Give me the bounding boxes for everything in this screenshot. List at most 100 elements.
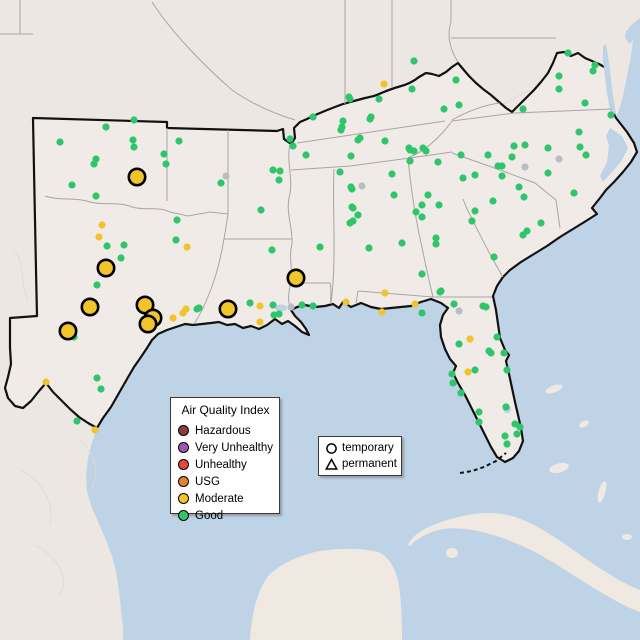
monitor-dot-good[interactable] xyxy=(448,370,456,378)
monitor-dot-good[interactable] xyxy=(406,157,414,165)
monitor-dot-good[interactable] xyxy=(432,234,440,242)
monitor-dot-moderate[interactable] xyxy=(378,308,386,316)
monitor-dot-good[interactable] xyxy=(471,207,479,215)
monitor-dot-good[interactable] xyxy=(422,147,430,155)
monitor-dot-good[interactable] xyxy=(475,418,483,426)
monitor-dot-good[interactable] xyxy=(500,349,508,357)
monitor-dot-good[interactable] xyxy=(257,206,265,214)
monitor-dot-good[interactable] xyxy=(459,174,467,182)
monitor-dot-good[interactable] xyxy=(501,432,509,440)
monitor-dot-good[interactable] xyxy=(356,134,364,142)
monitor-dot-good[interactable] xyxy=(345,93,353,101)
monitor-dot-moderate[interactable] xyxy=(98,221,106,229)
monitor-dot-good[interactable] xyxy=(418,201,426,209)
monitor-dot-good[interactable] xyxy=(487,349,495,357)
monitor-dot-good[interactable] xyxy=(339,117,347,125)
monitor-dot-good[interactable] xyxy=(390,191,398,199)
monitor-dot-good[interactable] xyxy=(365,244,373,252)
monitor-dot-good[interactable] xyxy=(450,300,458,308)
monitor-dot-moderate[interactable] xyxy=(91,426,99,434)
monitor-dot-good[interactable] xyxy=(519,231,527,239)
monitor-dot-good[interactable] xyxy=(544,169,552,177)
temporary-monitor-circle-moderate[interactable] xyxy=(80,297,100,317)
monitor-dot-good[interactable] xyxy=(498,172,506,180)
monitor-dot-good[interactable] xyxy=(468,217,476,225)
monitor-dot-good[interactable] xyxy=(455,340,463,348)
monitor-dot-good[interactable] xyxy=(457,389,465,397)
monitor-dot-moderate[interactable] xyxy=(42,378,50,386)
monitor-dot-good[interactable] xyxy=(440,105,448,113)
monitor-dot-good[interactable] xyxy=(381,137,389,145)
monitor-dot-good[interactable] xyxy=(269,301,277,309)
monitor-dot-good[interactable] xyxy=(544,144,552,152)
monitor-dot-good[interactable] xyxy=(172,236,180,244)
monitor-dot-good[interactable] xyxy=(316,243,324,251)
monitor-dot-good[interactable] xyxy=(347,152,355,160)
temporary-monitor-circle-moderate[interactable] xyxy=(138,314,158,334)
monitor-dot-good[interactable] xyxy=(564,49,572,57)
monitor-dot-good[interactable] xyxy=(555,85,563,93)
monitor-dot-good[interactable] xyxy=(302,151,310,159)
monitor-dot-good[interactable] xyxy=(367,113,375,121)
monitor-dot-nodata[interactable] xyxy=(455,307,463,315)
monitor-dot-good[interactable] xyxy=(418,270,426,278)
monitor-dot-good[interactable] xyxy=(503,366,511,374)
monitor-dot-good[interactable] xyxy=(217,179,225,187)
monitor-dot-good[interactable] xyxy=(349,217,357,225)
monitor-dot-good[interactable] xyxy=(73,417,81,425)
temporary-monitor-circle-moderate[interactable] xyxy=(286,268,306,288)
monitor-dot-good[interactable] xyxy=(570,189,578,197)
monitor-dot-good[interactable] xyxy=(130,143,138,151)
monitor-dot-good[interactable] xyxy=(68,181,76,189)
monitor-dot-good[interactable] xyxy=(520,193,528,201)
monitor-dot-good[interactable] xyxy=(286,135,294,143)
monitor-dot-moderate[interactable] xyxy=(256,302,264,310)
monitor-dot-good[interactable] xyxy=(275,310,283,318)
monitor-dot-good[interactable] xyxy=(502,403,510,411)
monitor-dot-good[interactable] xyxy=(457,151,465,159)
monitor-dot-good[interactable] xyxy=(289,142,297,150)
monitor-dot-good[interactable] xyxy=(92,192,100,200)
monitor-dot-good[interactable] xyxy=(418,309,426,317)
monitor-dot-good[interactable] xyxy=(519,105,527,113)
monitor-dot-moderate[interactable] xyxy=(466,335,474,343)
temporary-monitor-circle-moderate[interactable] xyxy=(58,321,78,341)
monitor-dot-good[interactable] xyxy=(309,302,317,310)
monitor-dot-good[interactable] xyxy=(475,408,483,416)
monitor-dot-moderate[interactable] xyxy=(380,80,388,88)
monitor-dot-nodata[interactable] xyxy=(555,155,563,163)
monitor-dot-good[interactable] xyxy=(388,170,396,178)
monitor-dot-good[interactable] xyxy=(408,85,416,93)
monitor-dot-good[interactable] xyxy=(275,176,283,184)
monitor-dot-good[interactable] xyxy=(576,143,584,151)
monitor-dot-good[interactable] xyxy=(508,153,516,161)
monitor-dot-good[interactable] xyxy=(503,440,511,448)
monitor-dot-good[interactable] xyxy=(175,137,183,145)
monitor-dot-good[interactable] xyxy=(97,385,105,393)
temporary-monitor-circle-moderate[interactable] xyxy=(96,258,116,278)
monitor-dot-nodata[interactable] xyxy=(287,303,295,311)
monitor-dot-good[interactable] xyxy=(412,208,420,216)
temporary-monitor-circle-moderate[interactable] xyxy=(218,299,238,319)
monitor-dot-good[interactable] xyxy=(510,142,518,150)
monitor-dot-moderate[interactable] xyxy=(256,318,264,326)
monitor-dot-good[interactable] xyxy=(489,197,497,205)
monitor-dot-moderate[interactable] xyxy=(183,243,191,251)
monitor-dot-good[interactable] xyxy=(435,201,443,209)
monitor-dot-good[interactable] xyxy=(309,113,317,121)
monitor-dot-good[interactable] xyxy=(410,57,418,65)
monitor-dot-good[interactable] xyxy=(513,430,521,438)
monitor-dot-good[interactable] xyxy=(484,151,492,159)
monitor-dot-good[interactable] xyxy=(516,423,524,431)
monitor-dot-good[interactable] xyxy=(398,239,406,247)
monitor-dot-good[interactable] xyxy=(589,67,597,75)
temporary-monitor-circle-moderate[interactable] xyxy=(127,167,147,187)
monitor-dot-moderate[interactable] xyxy=(464,368,472,376)
monitor-dot-good[interactable] xyxy=(452,76,460,84)
monitor-dot-good[interactable] xyxy=(424,191,432,199)
monitor-dot-good[interactable] xyxy=(162,160,170,168)
monitor-dot-good[interactable] xyxy=(493,333,501,341)
monitor-dot-good[interactable] xyxy=(471,171,479,179)
monitor-dot-good[interactable] xyxy=(117,254,125,262)
